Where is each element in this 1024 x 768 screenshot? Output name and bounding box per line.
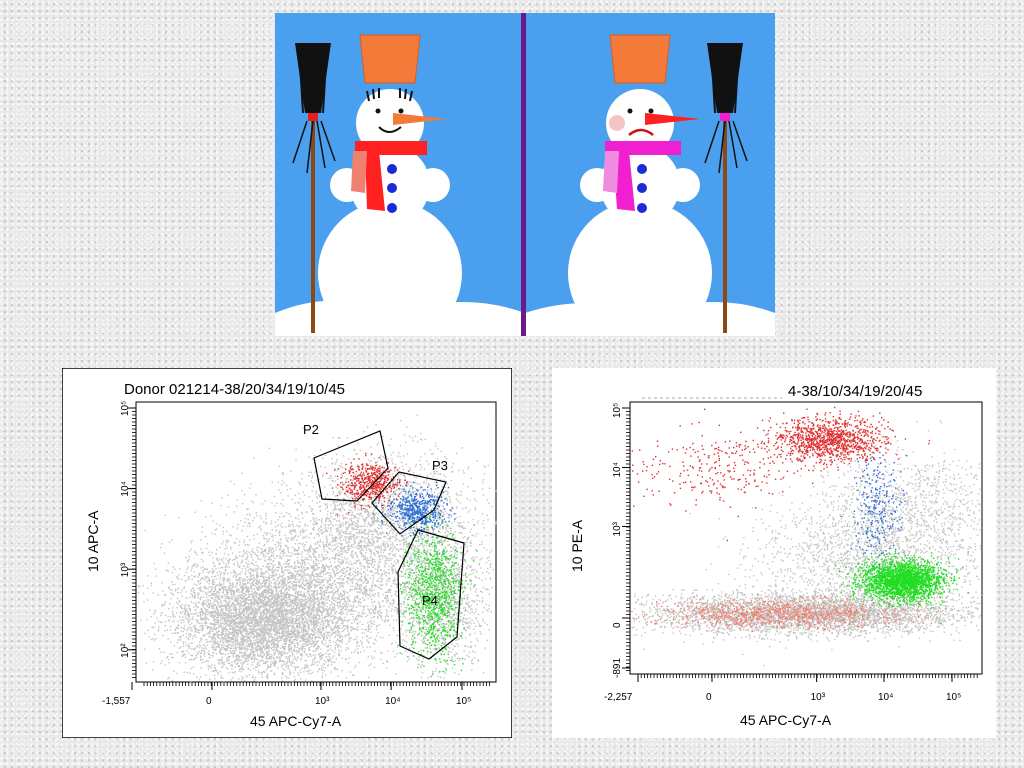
x-tick-label: 10³ xyxy=(315,696,330,707)
y-tick-label: 10⁵ xyxy=(120,401,131,416)
x-axis-label: 45 APC-Cy7-A xyxy=(250,713,342,729)
x-axis-label: 45 APC-Cy7-A xyxy=(740,712,832,728)
y-tick-label: 10⁵ xyxy=(612,403,623,418)
sad-snowman xyxy=(567,34,748,336)
x-tick-label: 10³ xyxy=(811,692,826,703)
x-tick-label: 10⁴ xyxy=(385,696,400,707)
gate-p2-label: P2 xyxy=(303,422,319,437)
y-tick-label: 0 xyxy=(612,622,623,628)
axis-ticks: -1,557 0 10³ 10⁴ 10⁵ 10² 10³ 10⁴ 10⁵ xyxy=(102,401,491,707)
flow-plot-right: 4-38/10/34/19/20/45 -2,257 0 10³ 10⁴ 10⁵ -891… xyxy=(552,368,996,738)
y-tick-label: 10² xyxy=(120,643,131,658)
y-axis-label: 10 PE-A xyxy=(569,519,585,572)
gates: P2 P3 P4 xyxy=(303,422,465,660)
salmon-band xyxy=(631,591,975,634)
y-tick-label: 10³ xyxy=(120,562,131,577)
y-axis-label: 10 APC-A xyxy=(85,510,101,572)
axis-ticks: -2,257 0 10³ 10⁴ 10⁵ -891 0 10³ 10⁴ 10⁵ xyxy=(604,403,978,703)
blue-population xyxy=(840,451,908,578)
gate-p4-population xyxy=(386,511,478,678)
y-tick-label: 10⁴ xyxy=(120,481,131,496)
background-population-upper xyxy=(144,445,497,679)
green-population xyxy=(833,549,969,625)
flow-plot-left-svg: Donor 021214-38/20/34/19/10/45 P2 P3 P4 -1… xyxy=(62,368,512,738)
background-population-top xyxy=(779,419,981,589)
x-tick-label: 0 xyxy=(706,692,712,703)
snowmen-illustration xyxy=(275,13,775,336)
red-population-sparse xyxy=(631,408,846,542)
y-tick-label: 10³ xyxy=(612,521,623,536)
x-tick-label: -1,557 xyxy=(102,696,131,707)
gate-p3-outline xyxy=(371,471,447,535)
flow-plot-left: Donor 021214-38/20/34/19/10/45 P2 P3 P4 -1… xyxy=(62,368,512,738)
gate-p3-label: P3 xyxy=(432,458,448,473)
y-tick-label: 10⁴ xyxy=(612,462,623,477)
plot-dots xyxy=(137,414,497,683)
plot-dots xyxy=(631,406,983,667)
chart-title: Donor 021214-38/20/34/19/10/45 xyxy=(124,381,345,398)
x-tick-label: 0 xyxy=(206,696,212,707)
red-population xyxy=(744,406,931,477)
x-tick-label: 10⁴ xyxy=(878,692,893,703)
y-tick-label: -891 xyxy=(612,658,623,678)
chart-title: 4-38/10/34/19/20/45 xyxy=(788,383,922,400)
gate-p4-outline xyxy=(397,529,465,660)
x-tick-label: 10⁵ xyxy=(946,692,961,703)
gate-p2-outline xyxy=(313,430,389,502)
flow-plot-right-svg: 4-38/10/34/19/20/45 -2,257 0 10³ 10⁴ 10⁵ -891… xyxy=(552,368,996,738)
gate-p4-label: P4 xyxy=(422,593,438,608)
x-tick-label: -2,257 xyxy=(604,692,633,703)
plot-frame xyxy=(135,401,497,683)
x-tick-label: 10⁵ xyxy=(456,696,471,707)
happy-snowman xyxy=(292,34,463,336)
